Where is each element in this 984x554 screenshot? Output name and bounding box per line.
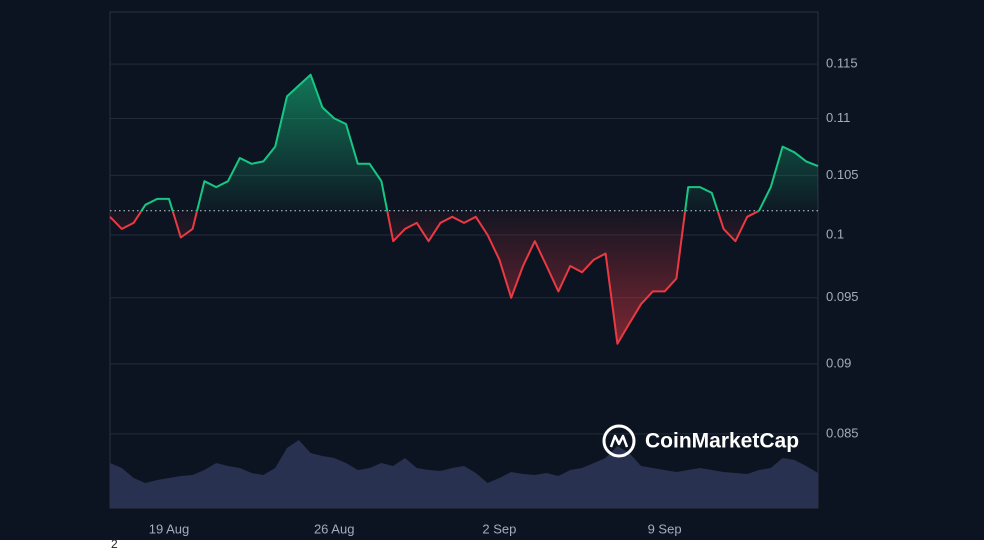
y-tick-label: 0.095	[826, 289, 859, 304]
y-tick-label: 0.09	[826, 355, 851, 370]
y-tick-label: 0.11	[826, 110, 850, 125]
x-tick-label: 19 Aug	[149, 521, 190, 536]
x-tick-label: 2 Sep	[482, 521, 516, 536]
y-tick-label: 0.105	[826, 167, 859, 182]
footnote: 2	[111, 537, 118, 551]
x-tick-label: 26 Aug	[314, 521, 355, 536]
price-line	[109, 73, 819, 345]
background	[0, 0, 984, 540]
y-tick-label: 0.115	[826, 56, 858, 71]
watermark-text: CoinMarketCap	[645, 430, 799, 453]
watermark-logo	[602, 424, 636, 458]
watermark: CoinMarketCap	[602, 424, 799, 458]
y-tick-label: 0.1	[826, 226, 844, 241]
baseline-area	[110, 74, 818, 344]
x-tick-label: 9 Sep	[648, 521, 682, 536]
volume-area	[110, 440, 818, 508]
watermark-logo-m	[609, 434, 629, 448]
y-tick-label: 0.085	[826, 425, 859, 440]
